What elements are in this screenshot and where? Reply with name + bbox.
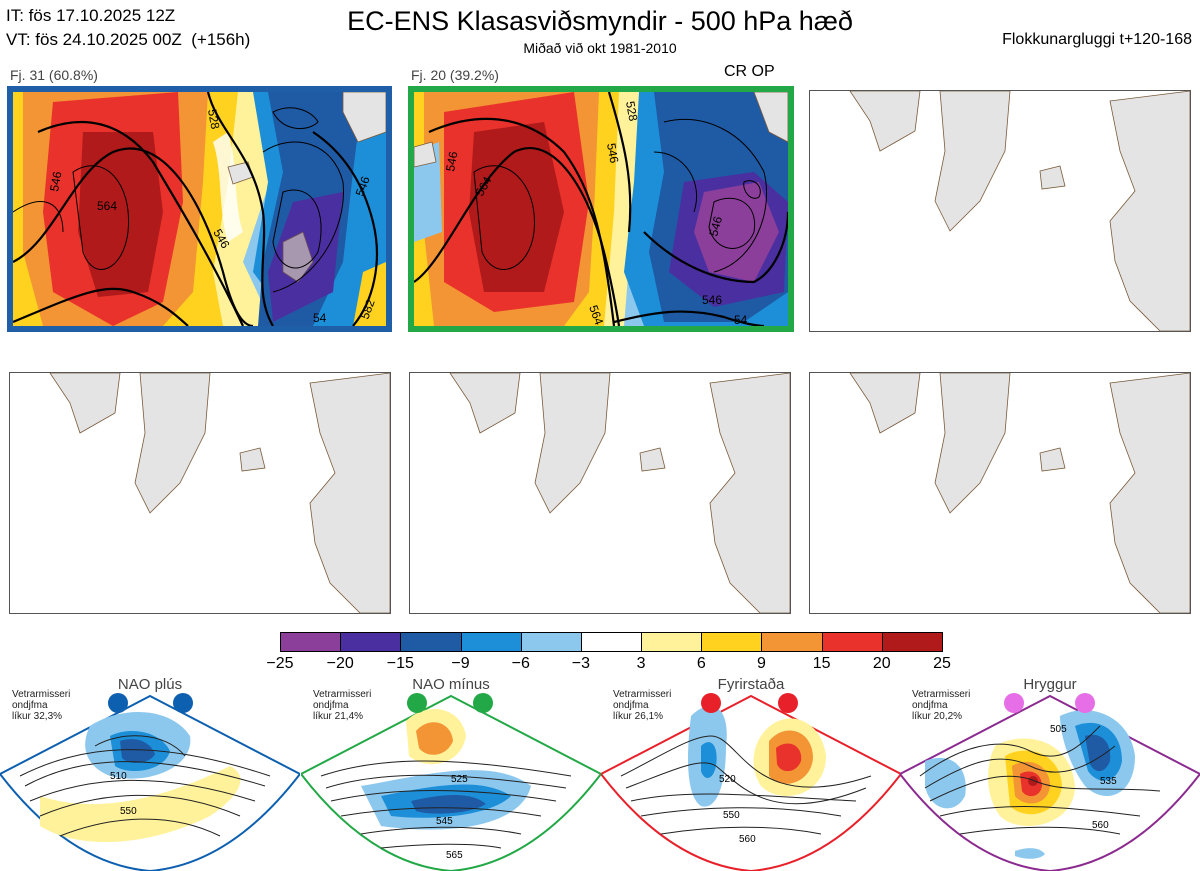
regime-nao-plus: 510 550 NAO plús Vetrarmisseri ondjfma l… bbox=[0, 676, 300, 871]
regime-marker bbox=[778, 693, 798, 713]
header-dates: IT: fös 17.10.2025 12Z VT: fös 24.10.2025… bbox=[6, 4, 250, 52]
regime-title: Fyrirstaða bbox=[717, 676, 785, 693]
contour-label: 54 bbox=[734, 313, 748, 326]
contour-label: 535 bbox=[1100, 776, 1117, 787]
empty-map-4 bbox=[9, 372, 391, 614]
crop-label: CR OP bbox=[724, 63, 775, 80]
basemap bbox=[49, 373, 390, 613]
regime-title: Hryggur bbox=[1023, 676, 1077, 693]
regime-marker bbox=[173, 693, 193, 713]
page-title: EC-ENS Klasasviðsmyndir - 500 hPa hæð bbox=[347, 6, 853, 36]
contour-label: 564 bbox=[97, 199, 117, 213]
colorbar-tick-label: −15 bbox=[386, 655, 414, 672]
contour-label: 565 bbox=[446, 850, 463, 861]
colorbar-tick-label: 25 bbox=[933, 655, 951, 672]
regime-title: NAO plús bbox=[117, 676, 183, 693]
regime-marker bbox=[407, 693, 427, 713]
colorbar-tick-label: −9 bbox=[451, 655, 470, 672]
contour-label: 546 bbox=[702, 293, 722, 307]
cluster2-label: Fj. 20 (39.2%) bbox=[411, 67, 499, 83]
colorbar-tick-label: 15 bbox=[812, 655, 831, 672]
contour-label: 550 bbox=[723, 810, 740, 821]
cluster1-label: Fj. 31 (60.8%) bbox=[10, 67, 98, 83]
regime-marker bbox=[1004, 693, 1024, 713]
regime-note: Vetrarmisseri ondjfma líkur 32,3% bbox=[12, 689, 71, 722]
basemap bbox=[849, 91, 1190, 331]
basemap bbox=[849, 373, 1190, 613]
regime-map: 510 550 bbox=[0, 693, 300, 871]
colorbar-segment bbox=[761, 632, 823, 652]
regime-marker bbox=[473, 693, 493, 713]
colorbar-tick-label: 20 bbox=[872, 655, 891, 672]
empty-map-3 bbox=[809, 90, 1191, 332]
contour-label: 54 bbox=[313, 311, 327, 325]
valid-time: VT: fös 24.10.2025 00Z (+156h) bbox=[6, 30, 251, 49]
regime-blocking: 520 550 560 Fyrirstaða Vetrarmisseri ond… bbox=[601, 676, 901, 871]
contour-label: 550 bbox=[120, 806, 137, 817]
contour-label: 560 bbox=[1092, 820, 1109, 831]
colorbar-segment bbox=[821, 632, 883, 652]
contour-label: 546 bbox=[353, 174, 373, 198]
regime-ridge: 505 535 560 Hryggur Vetrarmisseri ondjfm… bbox=[900, 676, 1200, 871]
regime-marker bbox=[108, 693, 128, 713]
regime-note: Vetrarmisseri ondjfma líkur 20,2% bbox=[912, 689, 971, 722]
contour-label: 546 bbox=[706, 214, 725, 237]
cluster2-map: 528 546 564 546 546 564 546 54 bbox=[408, 86, 794, 332]
colorbar-segment bbox=[520, 632, 582, 652]
regime-note: Vetrarmisseri ondjfma líkur 21,4% bbox=[313, 689, 372, 722]
regime-map: 505 535 560 bbox=[900, 693, 1200, 871]
cluster2-anomaly-field: 528 546 564 546 546 564 546 54 bbox=[414, 92, 788, 326]
colorbar-segment bbox=[340, 632, 402, 652]
contour-label: 525 bbox=[451, 774, 468, 785]
init-time: IT: fös 17.10.2025 12Z bbox=[6, 6, 176, 25]
colorbar-segment bbox=[701, 632, 763, 652]
contour-label: 546 bbox=[47, 170, 64, 192]
colorbar-segment bbox=[400, 632, 462, 652]
regime-map: 520 550 560 bbox=[601, 693, 901, 871]
colorbar-tick-label: −25 bbox=[266, 655, 294, 672]
basemap bbox=[449, 373, 790, 613]
cluster1-anomaly-field: 528 546 564 546 546 54 582 bbox=[13, 92, 386, 326]
colorbar-segment bbox=[460, 632, 522, 652]
contour-label: 546 bbox=[604, 142, 621, 164]
colorbar-segment bbox=[580, 632, 643, 652]
colorbar-tick-label: 9 bbox=[757, 655, 766, 672]
colorbar-segment bbox=[641, 632, 703, 652]
contour-label: 560 bbox=[739, 834, 756, 845]
empty-map-6 bbox=[809, 372, 1191, 614]
empty-map-5 bbox=[409, 372, 791, 614]
contour-label: 582 bbox=[358, 297, 378, 321]
contour-label: 545 bbox=[436, 816, 453, 827]
contour-label: 505 bbox=[1050, 724, 1067, 735]
regime-title: NAO mínus bbox=[412, 676, 490, 693]
contour-label: 546 bbox=[443, 150, 460, 172]
colorbar-tick-label: 3 bbox=[636, 655, 646, 672]
colorbar-tick-label: −6 bbox=[511, 655, 530, 672]
colorbar-segment bbox=[280, 632, 342, 652]
regime-map: 525 545 565 bbox=[301, 693, 601, 871]
contour-label: 564 bbox=[586, 303, 606, 326]
regime-note: Vetrarmisseri ondjfma líkur 26,1% bbox=[613, 689, 672, 722]
contour-label: 528 bbox=[205, 108, 222, 130]
colorbar-tick-label: 6 bbox=[696, 655, 706, 672]
contour-label: 520 bbox=[719, 774, 736, 785]
colorbar-tick-label: −3 bbox=[571, 655, 591, 672]
contour-label: 510 bbox=[110, 771, 127, 782]
colorbar-tick-label: −20 bbox=[326, 655, 354, 672]
regime-marker bbox=[1075, 693, 1095, 713]
page-subtitle: Miðað við okt 1981-2010 bbox=[523, 40, 677, 56]
contour-label: 528 bbox=[623, 100, 640, 122]
cluster1-map: 528 546 564 546 546 54 582 bbox=[7, 86, 392, 332]
classification-window: Flokkunargluggi t+120-168 bbox=[1002, 31, 1192, 48]
regime-nao-minus: 525 545 565 NAO mínus Vetrarmisseri ondj… bbox=[301, 676, 601, 871]
regime-marker bbox=[701, 693, 721, 713]
colorbar-segment bbox=[881, 632, 943, 652]
